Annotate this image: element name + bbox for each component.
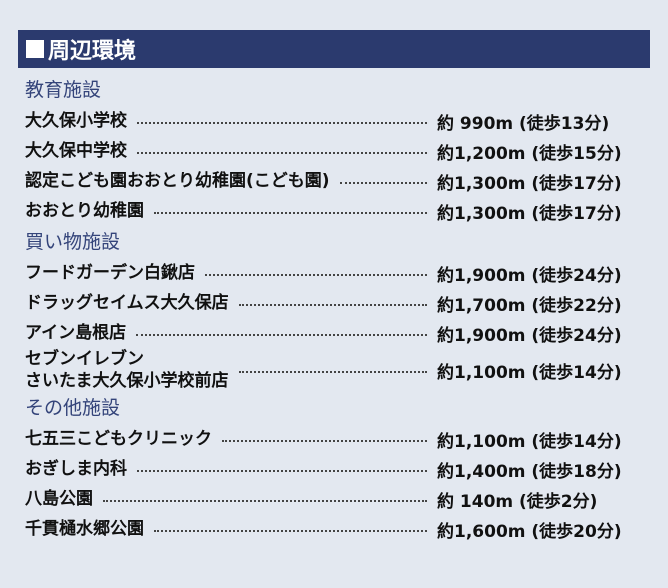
facility-distance: 約1,300m (徒歩17分) — [437, 203, 622, 224]
dotted-leader — [222, 440, 427, 442]
dotted-leader — [238, 304, 427, 306]
facility-name: 認定こども園おおとり幼稚園(こども園) — [25, 170, 330, 192]
facility-name-line: 大久保小学校 — [25, 111, 127, 131]
facility-distance: 約1,100m (徒歩14分) — [437, 431, 622, 452]
dotted-leader — [205, 274, 427, 276]
facility-row: セブンイレブン さいたま大久保小学校前店 約1,100m (徒歩14分) — [25, 348, 645, 392]
facility-name: おぎしま内科 — [25, 458, 127, 480]
facility-distance: 約1,700m (徒歩22分) — [437, 295, 622, 316]
facility-distance: 約1,200m (徒歩15分) — [437, 143, 622, 164]
facility-name: フードガーデン白鍬店 — [25, 262, 195, 284]
section-header: 周辺環境 — [18, 30, 650, 68]
facility-distance: 約 990m (徒歩13分) — [437, 113, 610, 134]
facility-row: 八島公園 約 140m (徒歩2分) — [25, 484, 645, 514]
header-title: 周辺環境 — [48, 39, 137, 64]
facility-row: 認定こども園おおとり幼稚園(こども園) 約1,300m (徒歩17分) — [25, 166, 645, 196]
facility-row: アイン島根店 約1,900m (徒歩24分) — [25, 318, 645, 348]
facility-name: 八島公園 — [25, 488, 93, 510]
facility-name-line: さいたま大久保小学校前店 — [25, 371, 229, 391]
facility-distance: 約 140m (徒歩2分) — [437, 491, 598, 512]
facility-name-line: セブンイレブン — [25, 349, 144, 369]
facility-row: 大久保小学校 約 990m (徒歩13分) — [25, 106, 645, 136]
facility-row: ドラッグセイムス大久保店 約1,700m (徒歩22分) — [25, 288, 645, 318]
facility-row: フードガーデン白鍬店 約1,900m (徒歩24分) — [25, 258, 645, 288]
category-heading: その他施設 — [25, 397, 121, 419]
facility-row: 大久保中学校 約1,200m (徒歩15分) — [25, 136, 645, 166]
facility-distance: 約1,100m (徒歩14分) — [437, 362, 622, 383]
category-heading: 買い物施設 — [25, 231, 121, 253]
facility-distance: 約1,900m (徒歩24分) — [437, 265, 622, 286]
facility-name: 七五三こどもクリニック — [25, 428, 212, 450]
facility-name: 大久保中学校 — [25, 140, 127, 162]
facility-name: ドラッグセイムス大久保店 — [25, 292, 229, 314]
dotted-leader — [238, 371, 427, 373]
facility-name: 千貫樋水郷公園 — [25, 518, 144, 540]
facility-distance: 約1,900m (徒歩24分) — [437, 325, 622, 346]
facility-name-line: ドラッグセイムス大久保店 — [25, 293, 229, 313]
facility-name-line: アイン島根店 — [25, 323, 127, 343]
facility-distance: 約1,300m (徒歩17分) — [437, 173, 622, 194]
facility-list: 教育施設大久保小学校 約 990m (徒歩13分) 大久保中学校 約1,200m (徒… — [25, 74, 645, 544]
facility-name-line: 七五三こどもクリニック — [25, 429, 212, 449]
facility-row: 千貫樋水郷公園 約1,600m (徒歩20分) — [25, 514, 645, 544]
dotted-leader — [137, 122, 427, 124]
facility-distance: 約1,400m (徒歩18分) — [437, 461, 622, 482]
facility-name: 大久保小学校 — [25, 110, 127, 132]
square-bullet-icon — [26, 40, 44, 58]
facility-name-line: おおとり幼稚園 — [25, 201, 144, 221]
dotted-leader — [137, 470, 427, 472]
dotted-leader — [137, 152, 427, 154]
facility-name-line: 認定こども園おおとり幼稚園(こども園) — [25, 171, 330, 191]
dotted-leader — [154, 530, 427, 532]
dotted-leader — [339, 182, 427, 184]
facility-row: 七五三こどもクリニック 約1,100m (徒歩14分) — [25, 424, 645, 454]
facility-name-line: フードガーデン白鍬店 — [25, 263, 195, 283]
facility-row: おおとり幼稚園 約1,300m (徒歩17分) — [25, 196, 645, 226]
facility-name-line: 八島公園 — [25, 489, 93, 509]
facility-row: おぎしま内科 約1,400m (徒歩18分) — [25, 454, 645, 484]
facility-name-line: おぎしま内科 — [25, 459, 127, 479]
facility-name: セブンイレブン さいたま大久保小学校前店 — [25, 348, 229, 392]
facility-name-line: 大久保中学校 — [25, 141, 127, 161]
facility-distance: 約1,600m (徒歩20分) — [437, 521, 622, 542]
facility-name: おおとり幼稚園 — [25, 200, 144, 222]
category-heading: 教育施設 — [25, 79, 102, 101]
dotted-leader — [154, 212, 427, 214]
dotted-leader — [103, 500, 427, 502]
facility-name: アイン島根店 — [25, 322, 126, 344]
dotted-leader — [136, 334, 427, 336]
facility-name-line: 千貫樋水郷公園 — [25, 519, 144, 539]
